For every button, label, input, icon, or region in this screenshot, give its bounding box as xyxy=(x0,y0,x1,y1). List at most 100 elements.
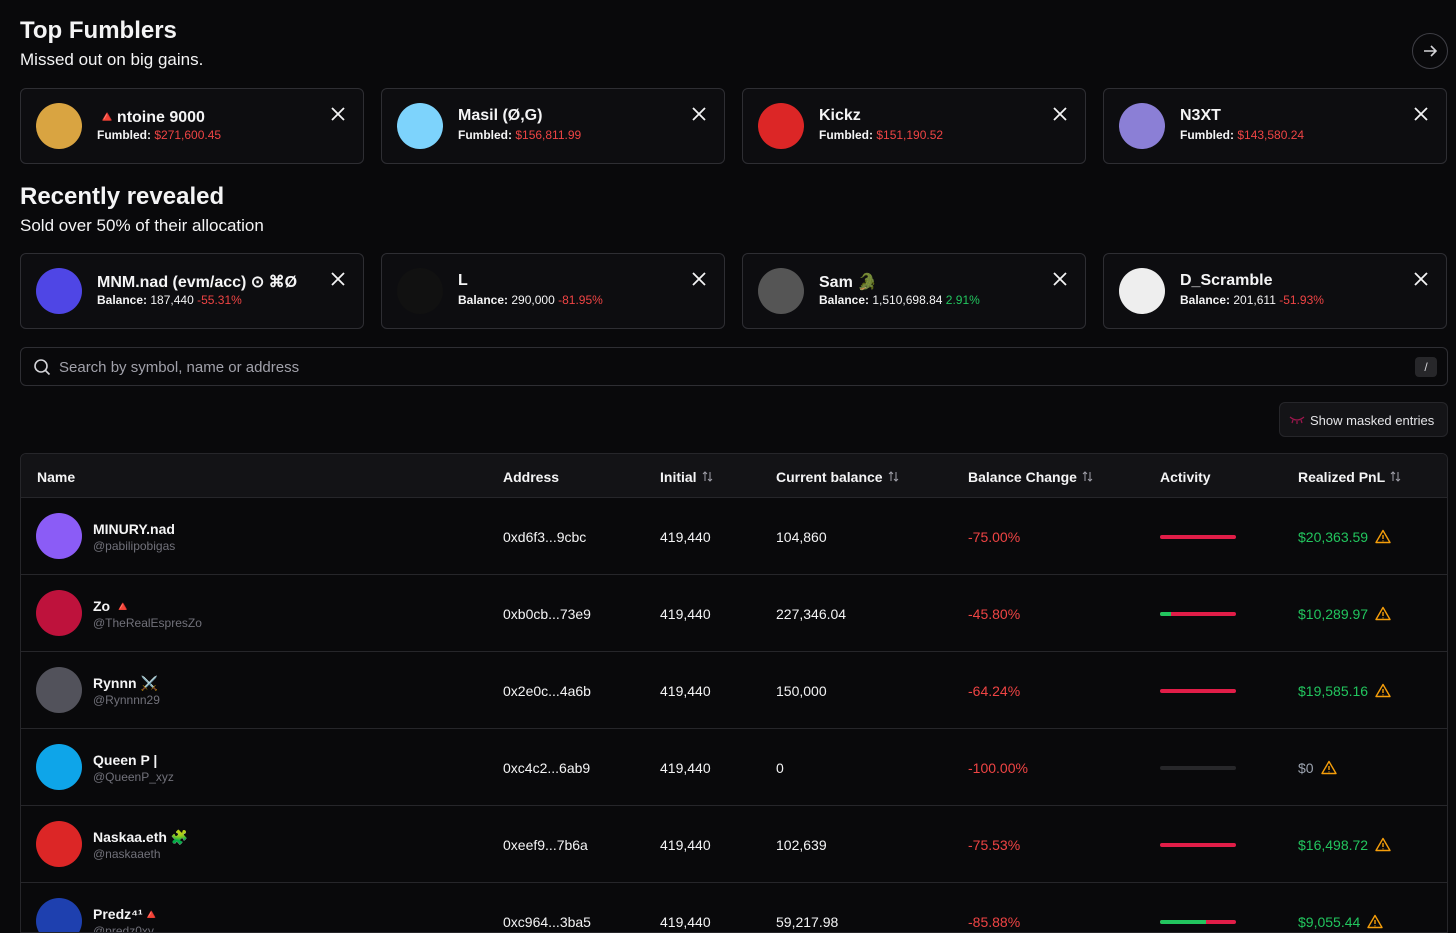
address: 0xeef9...7b6a xyxy=(503,837,588,853)
table-row[interactable]: Rynnn ⚔️ @Rynnnn29 0x2e0c...4a6b 419,440 150… xyxy=(21,651,1447,729)
detail-label: Balance: xyxy=(458,293,509,307)
activity-bar xyxy=(1160,689,1236,693)
activity-bar xyxy=(1160,920,1236,924)
table-row[interactable]: Queen P | @QueenP_xyz 0xc4c2...6ab9 419,440… xyxy=(21,728,1447,806)
user-handle: @TheRealEspresZo xyxy=(93,616,202,630)
warning-icon xyxy=(1375,683,1391,701)
column-header[interactable]: Realized PnL xyxy=(1298,469,1401,485)
address: 0x2e0c...4a6b xyxy=(503,683,591,699)
x-link[interactable] xyxy=(692,107,706,126)
activity-bar xyxy=(1160,766,1236,770)
avatar xyxy=(36,898,82,932)
x-link[interactable] xyxy=(331,107,345,126)
column-header: Address xyxy=(503,469,559,485)
balance-change: -85.88% xyxy=(968,914,1021,930)
card-name: N3XT xyxy=(1180,107,1221,124)
table-row[interactable]: Predz⁴¹🔺 @predz0xy 0xc964...3ba5 419,440 59,… xyxy=(21,882,1447,932)
table-row[interactable]: Naskaa.eth 🧩 @naskaaeth 0xeef9...7b6a 419,4… xyxy=(21,805,1447,883)
profile-card[interactable]: 🔺ntoine 9000 Fumbled: $271,600.45 xyxy=(20,88,364,164)
search-box[interactable]: Search by symbol, name or address / xyxy=(20,347,1448,386)
current-balance: 0 xyxy=(776,760,784,776)
pnl-value: $19,585.16 xyxy=(1298,683,1369,699)
realized-pnl: $19,585.16 xyxy=(1298,683,1391,701)
initial: 419,440 xyxy=(660,529,711,545)
card-name: Masil (Ø,G) xyxy=(458,107,543,124)
address: 0xb0cb...73e9 xyxy=(503,606,591,622)
address: 0xc964...3ba5 xyxy=(503,914,591,930)
section-title: Top Fumblers xyxy=(20,17,177,44)
sort-icon xyxy=(888,469,899,485)
initial: 419,440 xyxy=(660,837,711,853)
avatar xyxy=(1119,268,1165,314)
x-link[interactable] xyxy=(1414,107,1428,126)
warning-icon xyxy=(1367,914,1383,932)
x-link[interactable] xyxy=(692,272,706,291)
column-header[interactable]: Initial xyxy=(660,469,713,485)
profile-card[interactable]: D_Scramble Balance: 201,611 -51.93% xyxy=(1103,253,1447,329)
detail-label: Balance: xyxy=(97,293,148,307)
header-label: Initial xyxy=(660,469,697,485)
profile-card[interactable]: Kickz Fumbled: $151,190.52 xyxy=(742,88,1086,164)
current-balance: 59,217.98 xyxy=(776,914,839,930)
sort-icon xyxy=(702,469,713,485)
user-handle: @Rynnnn29 xyxy=(93,693,160,707)
header-label: Name xyxy=(37,469,76,485)
next-button[interactable] xyxy=(1412,33,1448,69)
pnl-value: $0 xyxy=(1298,760,1314,776)
table-row[interactable]: MINURY.nad @pabilipobigas 0xd6f3...9cbc 419… xyxy=(21,497,1447,575)
avatar xyxy=(36,744,82,790)
arrow-icon xyxy=(1424,45,1438,57)
card-name: MNM.nad (evm/acc) ⊙ ⌘Ø xyxy=(97,274,298,291)
fumbled-amount: $151,190.52 xyxy=(876,128,944,142)
address: 0xd6f3...9cbc xyxy=(503,529,587,545)
show-masked-button[interactable]: Show masked entries xyxy=(1279,402,1448,437)
profile-card[interactable]: Masil (Ø,G) Fumbled: $156,811.99 xyxy=(381,88,725,164)
card-name: D_Scramble xyxy=(1180,272,1273,289)
profile-card[interactable]: MNM.nad (evm/acc) ⊙ ⌘Ø Balance: 187,440 -… xyxy=(20,253,364,329)
profile-card[interactable]: Sam 🐊 Balance: 1,510,698.84 2.91% xyxy=(742,253,1086,329)
initial: 419,440 xyxy=(660,760,711,776)
warning-icon xyxy=(1375,529,1391,547)
x-link[interactable] xyxy=(331,272,345,291)
column-header[interactable]: Balance Change xyxy=(968,469,1093,485)
balance-change: -100.00% xyxy=(968,760,1028,776)
balance-change: 2.91% xyxy=(945,293,980,307)
eye-icon xyxy=(1289,416,1305,424)
avatar xyxy=(36,590,82,636)
sort-icon xyxy=(1082,469,1093,485)
user-name: Predz⁴¹🔺 xyxy=(93,906,161,922)
header-label: Realized PnL xyxy=(1298,469,1386,485)
x-link[interactable] xyxy=(1414,272,1428,291)
fumbled-amount: $143,580.24 xyxy=(1237,128,1305,142)
warning-icon xyxy=(1320,760,1337,778)
balance-change: -55.31% xyxy=(197,293,242,307)
section-title: Recently revealed xyxy=(20,183,225,210)
search-placeholder: Search by symbol, name or address xyxy=(59,359,300,376)
section-subtitle: Sold over 50% of their allocation xyxy=(20,216,264,235)
detail-label: Fumbled: xyxy=(458,128,512,142)
warning-icon xyxy=(1375,606,1391,624)
initial: 419,440 xyxy=(660,914,711,930)
avatar xyxy=(758,103,804,149)
table-row[interactable]: Zo 🔺 @TheRealEspresZo 0xb0cb...73e9 419,440… xyxy=(21,574,1447,652)
user-name: MINURY.nad xyxy=(93,521,175,537)
user-handle: @naskaaeth xyxy=(93,847,161,861)
user-name: Queen P | xyxy=(93,752,158,768)
profile-card[interactable]: N3XT Fumbled: $143,580.24 xyxy=(1103,88,1447,164)
x-link[interactable] xyxy=(1053,272,1067,291)
profile-card[interactable]: L Balance: 290,000 -81.95% xyxy=(381,253,725,329)
balance: 201,611 xyxy=(1233,293,1276,307)
user-name: Naskaa.eth 🧩 xyxy=(93,829,189,845)
user-name: Rynnn ⚔️ xyxy=(93,675,158,691)
card-name: Sam 🐊 xyxy=(819,274,878,291)
current-balance: 227,346.04 xyxy=(776,606,847,622)
realized-pnl: $0 xyxy=(1298,760,1337,778)
column-header[interactable]: Current balance xyxy=(776,469,899,485)
balance-change: -45.80% xyxy=(968,606,1021,622)
pnl-value: $16,498.72 xyxy=(1298,837,1369,853)
card-name: Kickz xyxy=(819,107,861,124)
x-link[interactable] xyxy=(1053,107,1067,126)
card-detail: Fumbled: $156,811.99 xyxy=(458,128,581,142)
fumbled-amount: $271,600.45 xyxy=(154,128,222,142)
warning-icon xyxy=(1375,837,1391,855)
